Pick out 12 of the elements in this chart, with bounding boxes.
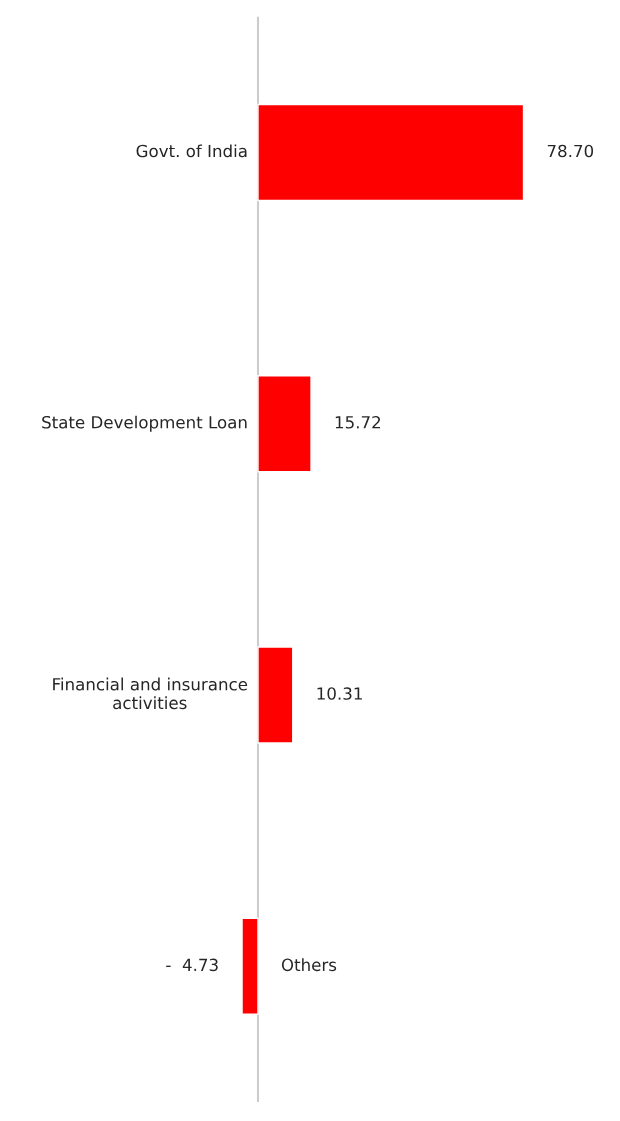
bar <box>257 103 525 202</box>
data-label: 15.72 <box>335 415 381 429</box>
bar <box>257 375 312 473</box>
data-label: - 4.73 <box>166 958 218 972</box>
y-tick-label: State Development Loan <box>42 415 247 432</box>
data-label: 78.70 <box>547 144 594 158</box>
y-tick-label: Financial and insurance activities <box>53 677 248 710</box>
bar <box>257 646 294 744</box>
y-tick-label: Others <box>281 958 337 972</box>
bar <box>241 917 259 1016</box>
y-tick-label: Govt. of India <box>136 144 247 158</box>
data-label: 10.31 <box>317 687 362 700</box>
